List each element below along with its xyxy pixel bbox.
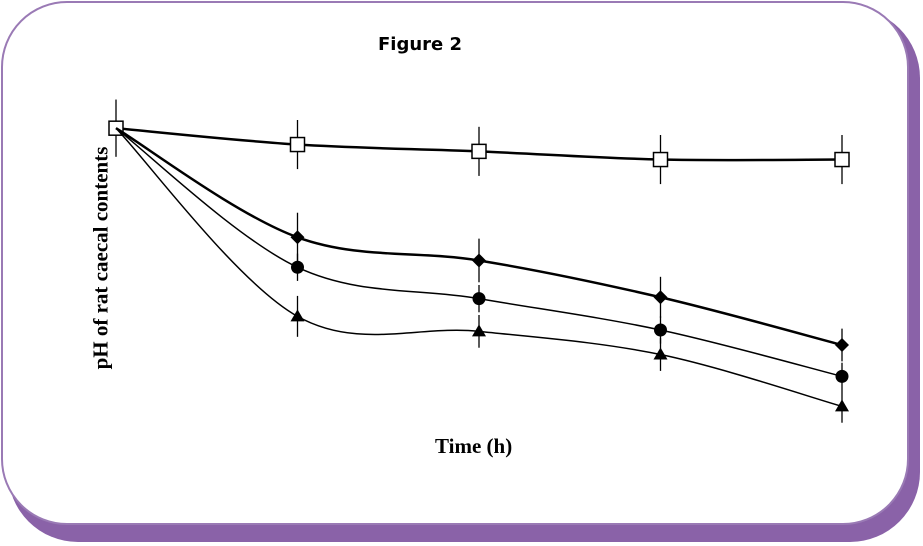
data-point-open-square xyxy=(289,136,306,153)
data-point-diamond xyxy=(835,338,849,352)
series-line-triangle xyxy=(115,127,843,408)
data-point-open-square xyxy=(471,143,487,160)
figure-frame xyxy=(1,1,909,525)
data-point-open-square xyxy=(834,151,850,168)
data-point-circle xyxy=(654,323,667,337)
figure-title: Figure 2 xyxy=(378,34,463,55)
data-point-triangle xyxy=(835,399,849,412)
data-point-triangle xyxy=(290,309,305,322)
data-point-circle xyxy=(835,369,849,383)
data-point-diamond xyxy=(472,253,486,268)
data-point-triangle xyxy=(472,324,486,337)
data-point-diamond xyxy=(290,230,305,245)
data-point-diamond xyxy=(653,290,668,305)
x-axis-label: Time (h) xyxy=(435,434,513,458)
data-point-triangle xyxy=(653,347,668,360)
data-point-circle xyxy=(472,292,486,306)
data-point-circle xyxy=(291,260,304,274)
data-point-open-square xyxy=(652,151,669,168)
